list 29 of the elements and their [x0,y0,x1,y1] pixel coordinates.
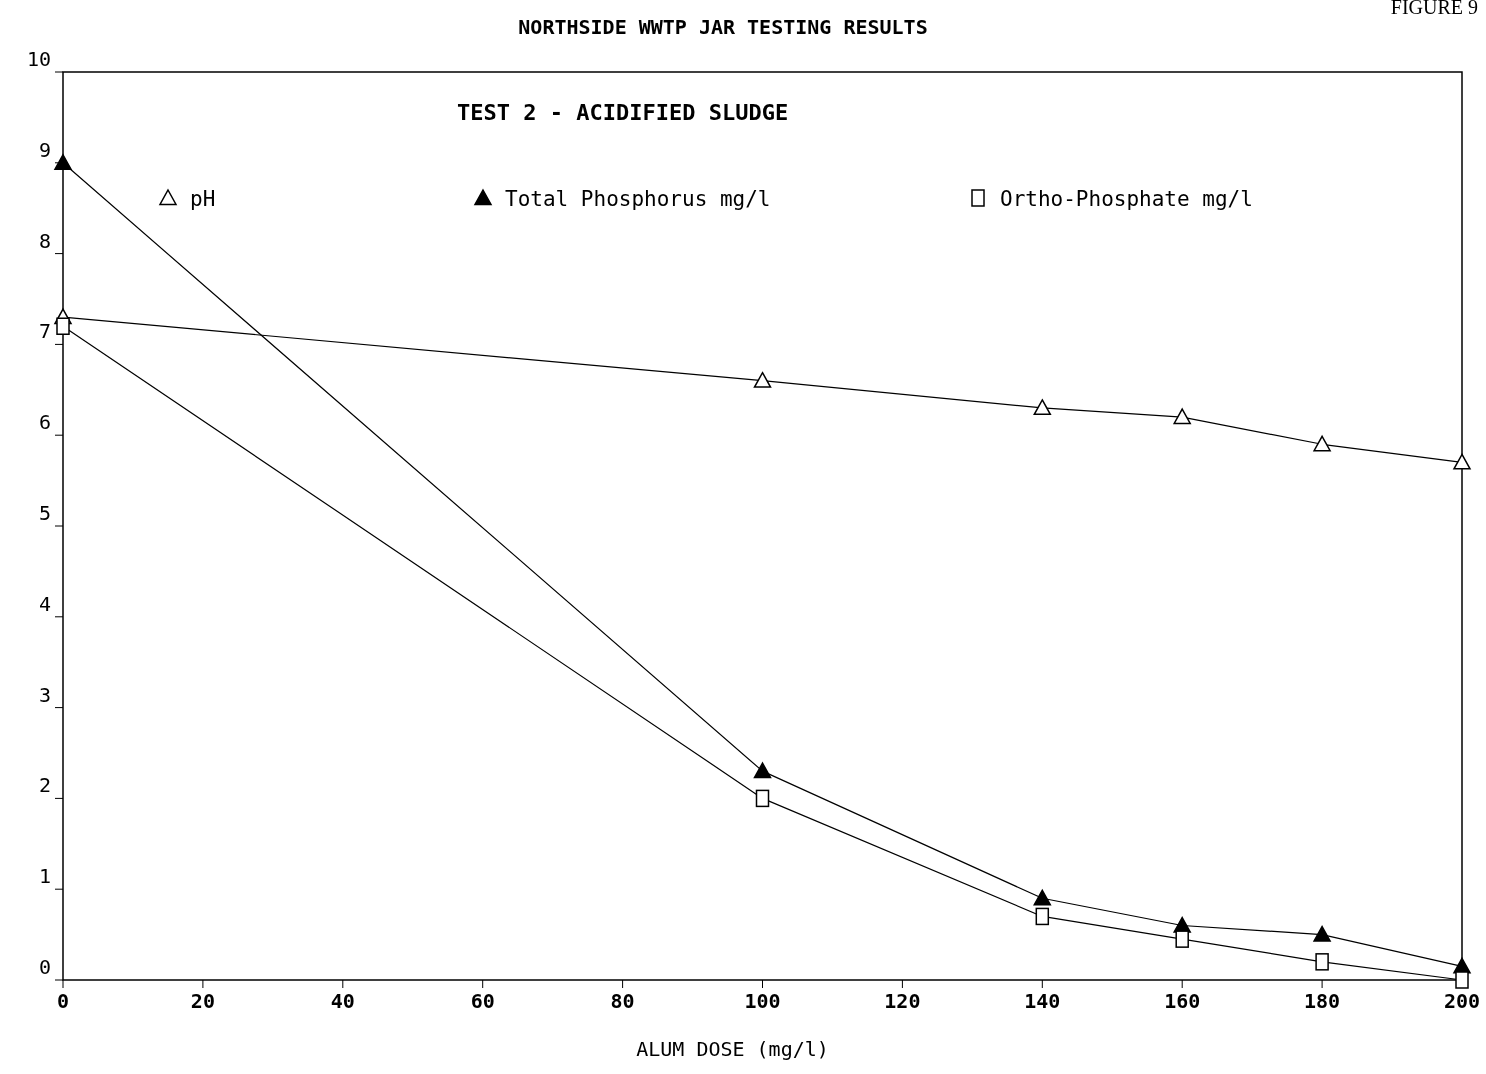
y-tick-label: 0 [38,955,51,979]
x-tick-label: 180 [1304,989,1341,1013]
legend-label: pH [190,187,216,211]
y-tick-label: 4 [38,591,51,616]
x-tick-label: 20 [190,989,215,1013]
y-tick-label: 5 [38,501,51,525]
y-tick-label: 8 [38,228,51,253]
y-tick-label: 1 [38,864,51,889]
x-tick-label: 120 [884,989,921,1013]
y-tick-label: 9 [38,137,51,162]
x-tick-label: 140 [1024,989,1061,1013]
x-tick-label: 160 [1164,989,1201,1013]
x-tick-label: 60 [470,989,495,1013]
x-tick-label: 200 [1443,989,1481,1013]
text: TEST 2 - ACIDIFIED SLUDGE [457,100,789,125]
x-tick-label: 80 [610,989,635,1013]
caption: FIGURE 9 [1390,0,1478,18]
x-axis-title: ALUM DOSE (mg/l) [636,1037,829,1061]
y-tick-label: 2 [38,773,51,798]
x-tick-label: 0 [56,989,70,1013]
legend-label: Ortho-Phosphate mg/l [1000,187,1253,211]
y-tick-label: 10 [26,47,51,71]
chart-title: NORTHSIDE WWTP JAR TESTING RESULTS [518,15,928,39]
y-tick-label: 3 [38,682,51,707]
y-tick-label: 6 [38,410,51,435]
legend-label: Total Phosphorus mg/l [505,187,771,211]
x-tick-label: 100 [744,989,781,1013]
y-tick-label: 7 [38,319,51,344]
x-tick-label: 40 [330,989,355,1013]
